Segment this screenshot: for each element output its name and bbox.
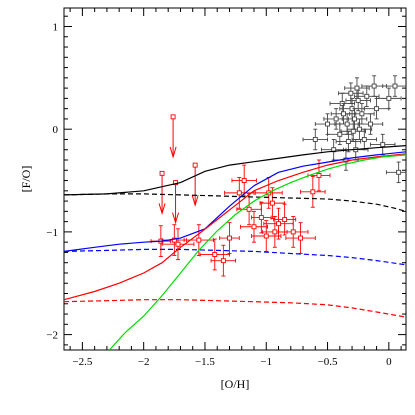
black-data-point bbox=[363, 97, 390, 120]
red-upper-limits bbox=[158, 114, 199, 225]
x-tick-label: −1.5 bbox=[195, 356, 215, 368]
y-tick-label: 1 bbox=[53, 21, 59, 33]
black-data-point bbox=[370, 133, 396, 156]
black-data-point bbox=[351, 128, 378, 151]
red-data-point bbox=[199, 238, 230, 271]
y-tick-label: 0 bbox=[53, 124, 59, 136]
red-data-point bbox=[161, 228, 195, 261]
x-tick-label: −2.5 bbox=[72, 356, 92, 368]
red-data-point bbox=[300, 175, 326, 208]
black-data-point bbox=[345, 89, 371, 112]
plot-frame bbox=[63, 7, 407, 351]
red-data-point bbox=[224, 177, 255, 209]
red-upper-limit bbox=[158, 170, 166, 216]
red-upper-limit bbox=[172, 180, 180, 225]
red-data-point bbox=[278, 216, 309, 248]
y-axis-label: [F/O] bbox=[19, 166, 33, 193]
red-data-point bbox=[285, 222, 316, 254]
black-data-point bbox=[357, 113, 384, 135]
x-tick-label: 0 bbox=[386, 356, 392, 368]
axis-ticks bbox=[64, 8, 406, 350]
model-curve-solid bbox=[64, 145, 406, 196]
red-data-point bbox=[210, 244, 237, 277]
model-curve-dashed bbox=[64, 248, 406, 266]
x-tick-label: −1 bbox=[260, 356, 272, 368]
black-data-point bbox=[346, 118, 373, 140]
red-data-points bbox=[150, 159, 331, 277]
model-curve-dashed bbox=[64, 193, 406, 212]
axis-tick-labels: −2.5 −2 −1.5 −1 −0.5 0 −2 −1 0 1 bbox=[46, 21, 392, 368]
red-data-point bbox=[219, 222, 240, 254]
model-curve-dashed bbox=[64, 299, 406, 318]
red-data-point bbox=[240, 210, 268, 243]
red-upper-limit bbox=[191, 162, 199, 207]
black-data-point bbox=[302, 128, 328, 151]
x-axis-label: [O/H] bbox=[221, 377, 250, 391]
red-data-point bbox=[251, 220, 282, 252]
black-data-point bbox=[376, 87, 402, 110]
model-curve-solid bbox=[64, 153, 406, 301]
black-data-points bbox=[302, 75, 406, 184]
model-curve-solid bbox=[108, 154, 406, 350]
black-data-point bbox=[382, 75, 406, 97]
red-data-point bbox=[307, 159, 331, 192]
model-curves bbox=[64, 145, 406, 350]
black-data-point bbox=[344, 77, 370, 99]
y-tick-label: −2 bbox=[46, 330, 58, 342]
y-tick-label: −1 bbox=[46, 227, 58, 239]
plot-area bbox=[64, 75, 406, 350]
black-data-point bbox=[385, 161, 406, 184]
red-data-point bbox=[231, 164, 257, 197]
x-tick-label: −2 bbox=[138, 356, 150, 368]
red-data-point bbox=[161, 224, 188, 256]
black-data-point bbox=[320, 139, 347, 161]
red-data-point bbox=[259, 187, 286, 219]
red-upper-limit bbox=[169, 114, 177, 159]
model-curve-solid bbox=[64, 151, 406, 252]
x-tick-label: −0.5 bbox=[318, 356, 338, 368]
red-data-point bbox=[273, 203, 297, 236]
